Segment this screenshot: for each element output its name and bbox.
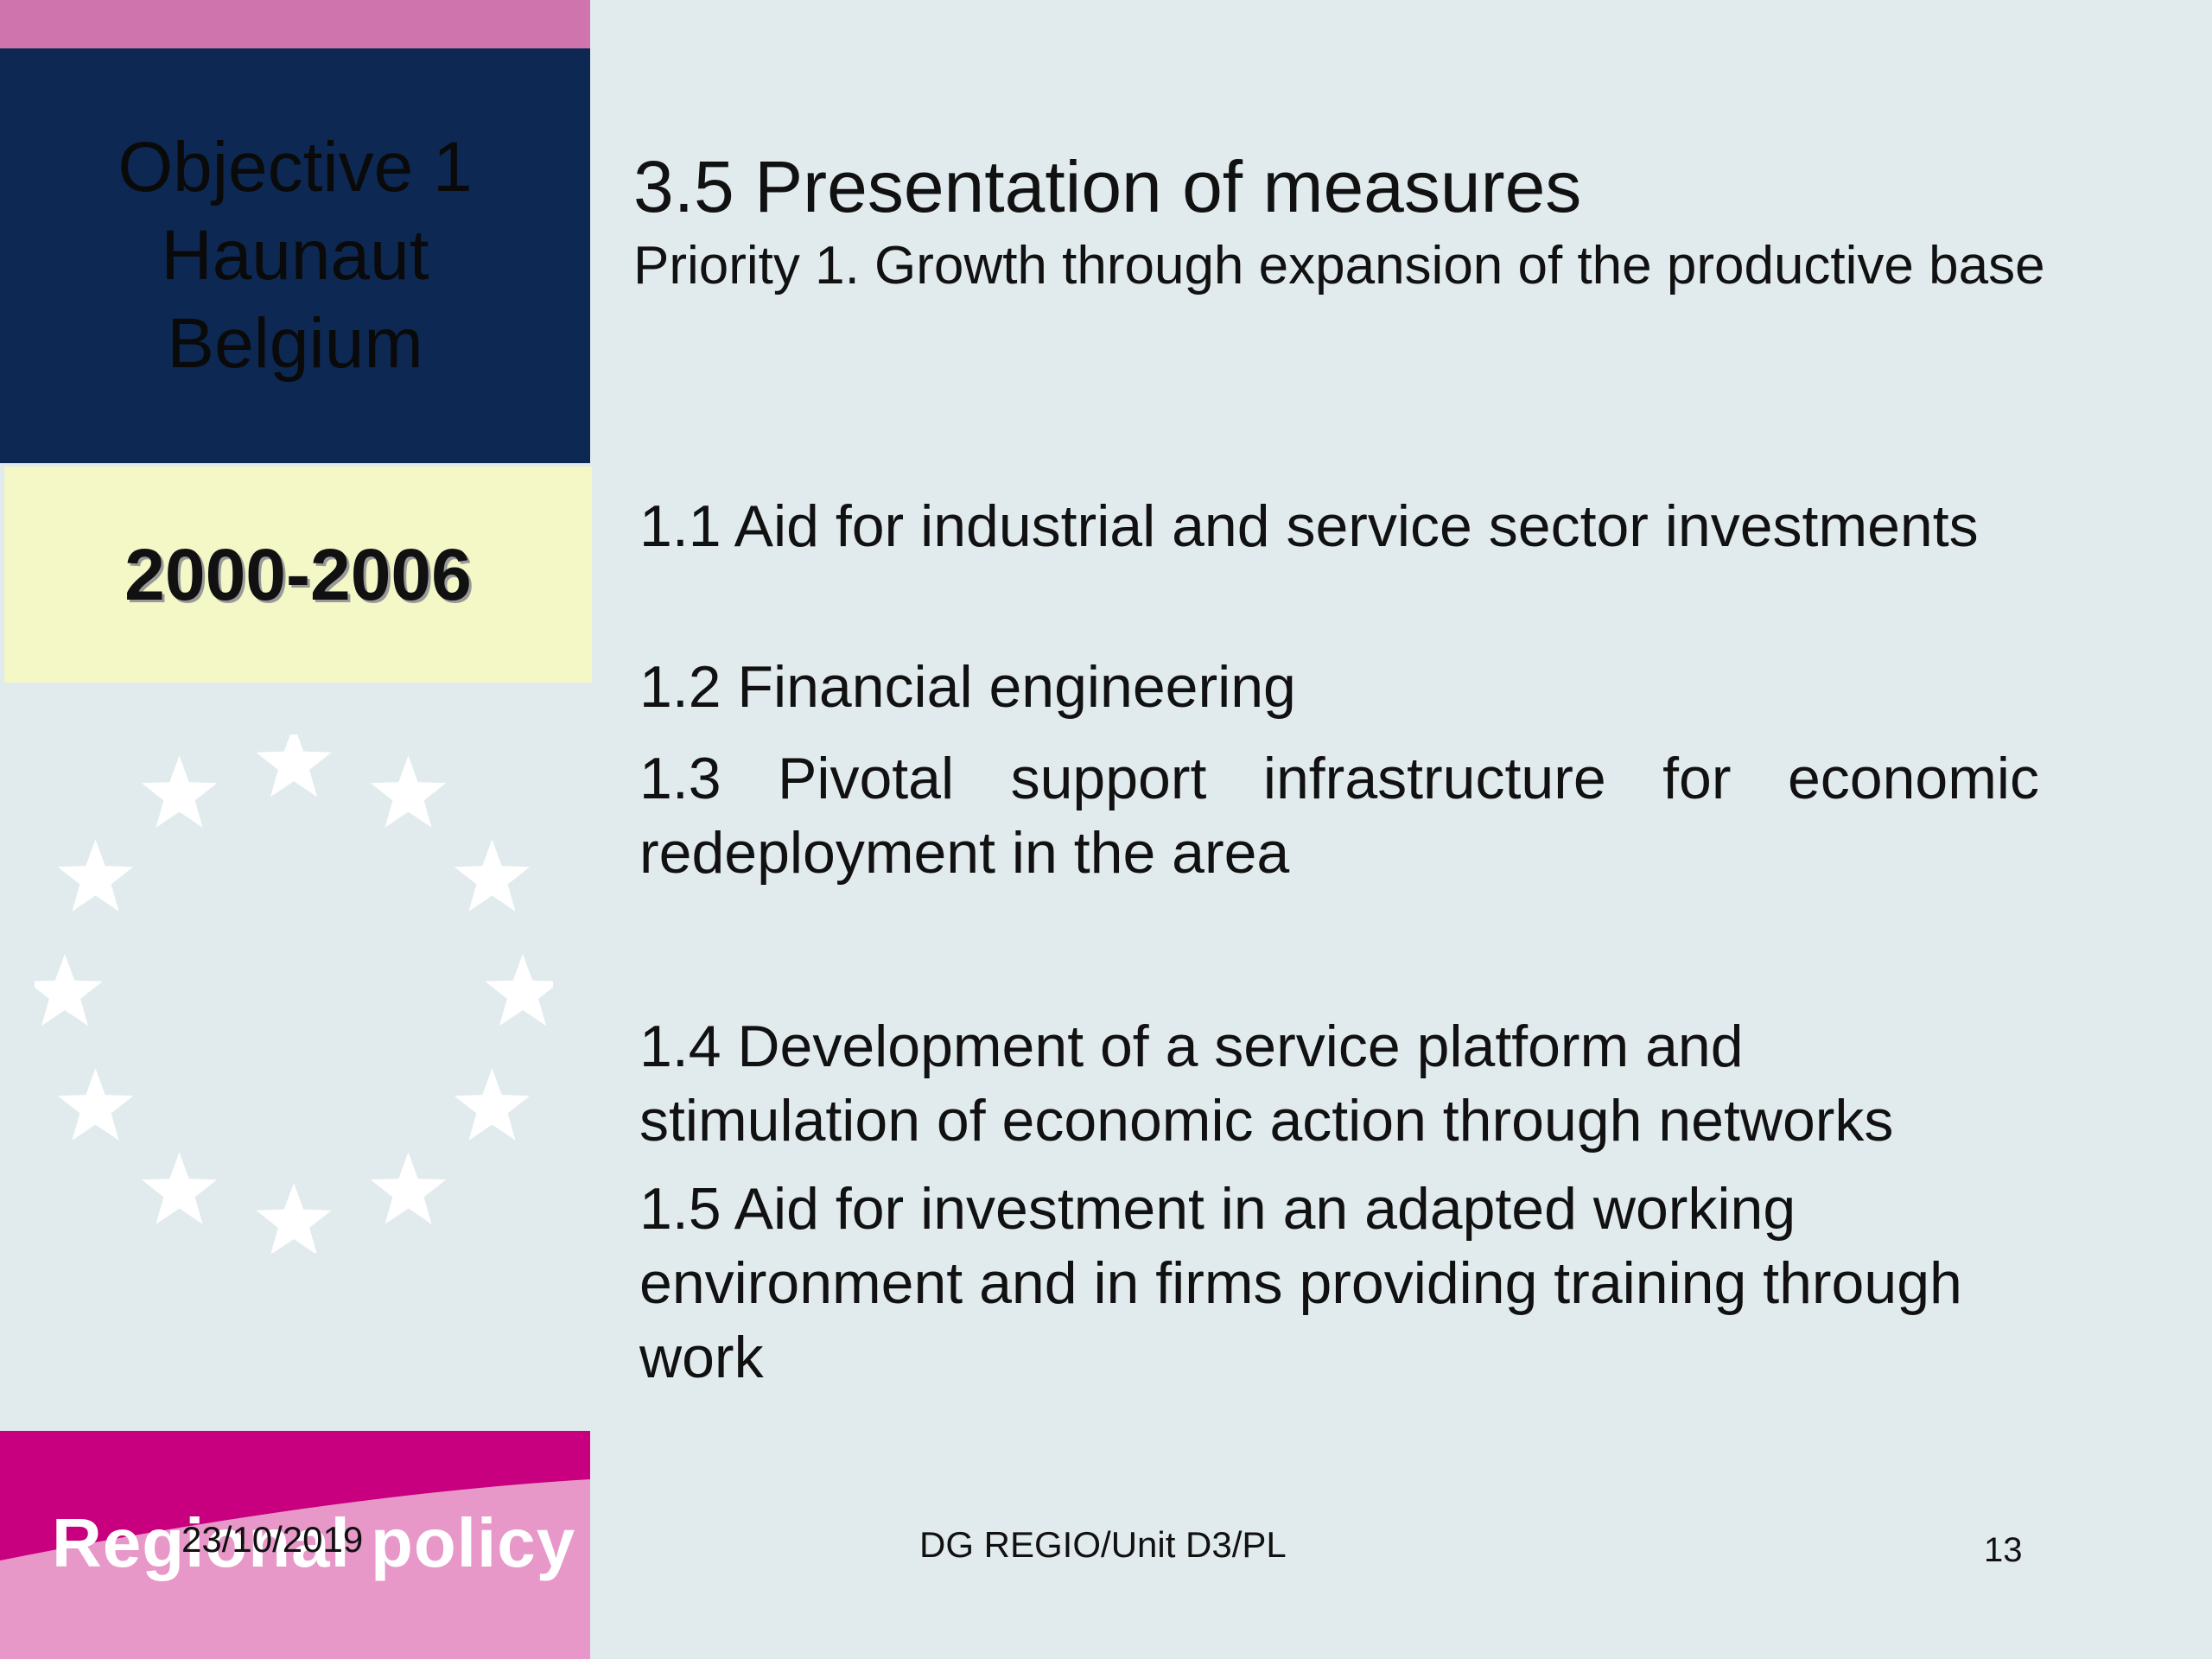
footer-swoosh xyxy=(0,1431,590,1659)
star-icon xyxy=(141,1152,218,1224)
eu-stars-icon xyxy=(35,734,553,1253)
star-icon xyxy=(256,734,332,798)
star-icon xyxy=(256,1183,332,1253)
objective-header: Objective 1 Haunaut Belgium xyxy=(0,48,590,463)
years-box: 2000-2006 xyxy=(4,467,592,683)
footer-date: 23/10/2019 xyxy=(181,1519,364,1560)
measure-1-2: 1.2 Financial engineering xyxy=(639,654,1296,720)
measure-1-4: 1.4 Development of a service platform an… xyxy=(639,1014,1894,1154)
measure-1-3: 1.3 Pivotal support infrastructure for e… xyxy=(639,746,2039,886)
years-label: 2000-2006 xyxy=(124,533,472,615)
star-icon xyxy=(141,755,218,828)
top-pink-strip xyxy=(0,0,590,48)
objective-line-2: Haunaut xyxy=(161,216,429,295)
star-icon xyxy=(370,755,447,828)
objective-line-1: Objective 1 xyxy=(118,128,473,207)
slide-title: 3.5 Presentation of measures xyxy=(633,146,1582,227)
slide-subtitle: Priority 1. Growth through expansion of … xyxy=(633,236,2045,296)
footer-unit: DG REGIO/Unit D3/PL xyxy=(919,1524,1287,1565)
page-number: 13 xyxy=(1984,1531,2023,1569)
sidebar: Objective 1 Haunaut Belgium 2000-2006 Re… xyxy=(0,0,592,1659)
objective-line-3: Belgium xyxy=(167,304,423,383)
measure-1-1: 1.1 Aid for industrial and service secto… xyxy=(639,493,1979,559)
star-icon xyxy=(57,839,134,912)
star-icon xyxy=(485,954,553,1027)
star-icon xyxy=(57,1068,134,1141)
regional-policy-logo: Regional policy xyxy=(52,1504,576,1581)
measure-1-5: 1.5 Aid for investment in an adapted wor… xyxy=(639,1176,1962,1390)
star-icon xyxy=(370,1152,447,1224)
star-icon xyxy=(454,839,531,912)
star-icon xyxy=(454,1068,531,1141)
star-icon xyxy=(35,954,103,1027)
